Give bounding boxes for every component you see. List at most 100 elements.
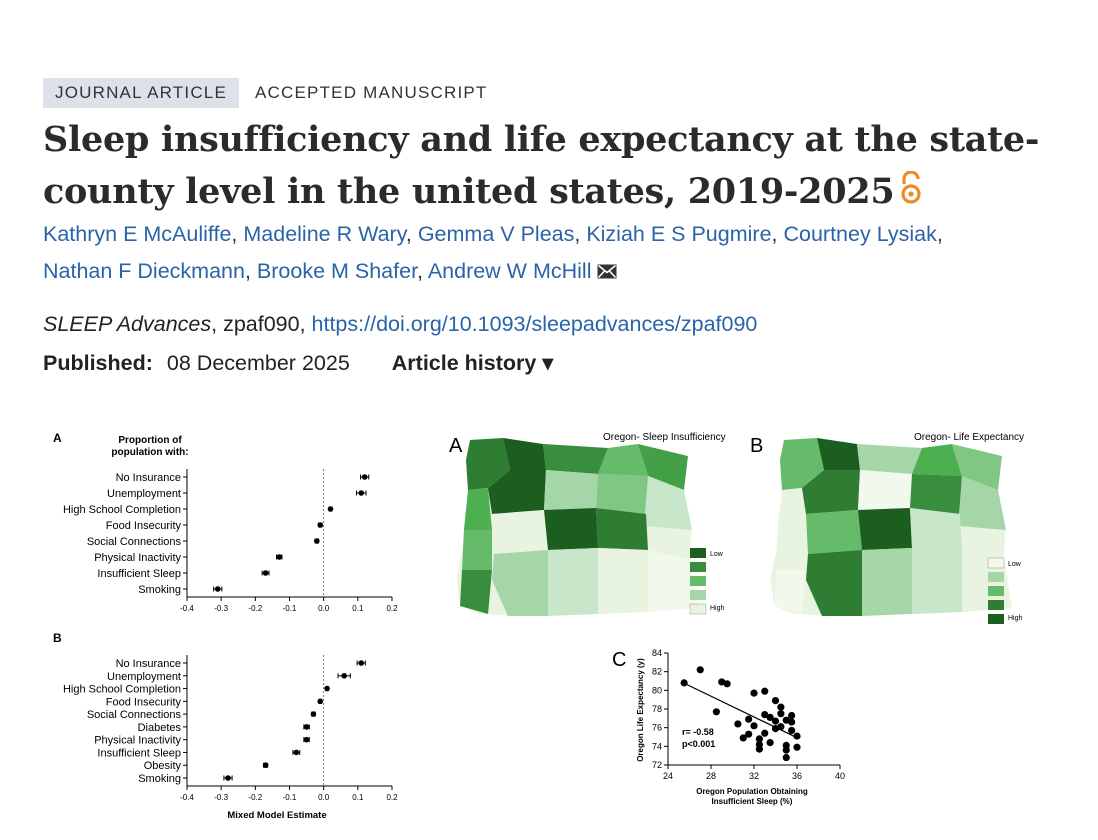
scatter-x-tick-label: 36 — [792, 771, 802, 781]
category-label: Social Connections — [87, 709, 182, 721]
map-a-title: Oregon- Sleep Insufficiency — [603, 432, 726, 443]
scatter-y-tick-label: 76 — [652, 723, 662, 733]
scatter-point — [766, 739, 774, 747]
article-id: , zpaf090, — [211, 312, 312, 336]
open-access-icon — [898, 168, 924, 220]
scatter-point — [788, 726, 796, 735]
estimate-point — [341, 672, 347, 679]
category-label: No Insurance — [116, 658, 181, 670]
scatter-x-tick-label: 32 — [749, 771, 759, 781]
map-b-legend-low: Low — [1008, 561, 1022, 568]
x-tick-label: -0.4 — [180, 793, 194, 802]
citation-line: SLEEP Advances, zpaf090, https://doi.org… — [43, 312, 757, 337]
x-tick-label: 0.2 — [386, 793, 398, 802]
published-date: 08 December 2025 — [166, 351, 350, 375]
scatter-point — [761, 687, 769, 695]
article-title: Sleep insufficiency and life expectancy … — [43, 114, 1043, 220]
scatter-point — [745, 715, 753, 723]
x-tick-label: -0.2 — [248, 604, 262, 613]
forest-plot-b: B -0.4 -0.3 -0.2 -0.1 0.0 0.1 0.2 No InsuranceU… — [53, 631, 398, 821]
category-label: No Insurance — [116, 472, 181, 484]
scatter-point — [739, 734, 747, 742]
estimate-point — [303, 736, 310, 743]
x-tick-label: 0.2 — [386, 604, 398, 613]
scatter-stat-r: r= -0.58 — [682, 727, 714, 737]
article-history-dropdown[interactable]: Article history ▾ — [391, 351, 554, 375]
scatter-x-tick-label: 24 — [663, 771, 673, 781]
estimate-point — [293, 749, 300, 756]
scatter-plot-c: C Oregon Life Expectancy (y) Oregon Popu… — [612, 648, 845, 806]
estimate-point — [358, 490, 365, 496]
doi-link[interactable]: https://doi.org/10.1093/sleepadvances/zp… — [311, 312, 758, 336]
scatter-y-tick-label: 78 — [652, 704, 662, 714]
x-tick-label: -0.3 — [214, 793, 228, 802]
map-a-legend: Low High — [689, 548, 725, 615]
category-label: Physical Inactivity — [94, 735, 181, 747]
published-label: Published: — [43, 351, 153, 375]
publication-info: Published: 08 December 2025 Article hist… — [43, 351, 553, 376]
x-tick-label: 0.0 — [318, 604, 330, 613]
scatter-y-tick-label: 80 — [652, 685, 662, 695]
panel-b-letter: B — [53, 631, 62, 645]
x-tick-label: 0.1 — [352, 604, 364, 613]
scatter-point — [696, 666, 704, 674]
panel-b-xlabel: Mixed Model Estimate — [227, 810, 326, 821]
author-link[interactable]: Gemma V Pleas — [417, 222, 575, 246]
category-label: Unemployment — [107, 488, 181, 500]
estimate-point — [310, 711, 317, 717]
estimate-point — [314, 538, 320, 544]
estimate-point — [358, 660, 365, 666]
scatter-x-tick-label: 28 — [706, 771, 716, 781]
scatter-point — [745, 730, 753, 738]
scatter-point — [793, 732, 801, 740]
envelope-icon[interactable] — [597, 254, 617, 291]
scatter-letter: C — [612, 649, 626, 671]
oregon-map-b-shape — [769, 437, 1013, 617]
scatter-point — [771, 717, 780, 725]
x-tick-label: 0.0 — [318, 793, 330, 802]
scatter-x-tick-label: 40 — [835, 771, 845, 781]
estimate-point — [317, 522, 324, 528]
author-link[interactable]: Kathryn E McAuliffe — [43, 222, 232, 246]
category-label: Smoking — [138, 773, 181, 785]
forest-plot-a: A Proportion of population with: -0.4 -0.… — [53, 431, 398, 613]
x-tick-label: -0.1 — [283, 793, 297, 802]
category-label: Smoking — [138, 584, 181, 596]
category-label: High School Completion — [63, 504, 181, 516]
estimate-point — [317, 698, 324, 705]
author-link[interactable]: Kiziah E S Pugmire — [586, 222, 772, 246]
category-label: Food Insecurity — [106, 696, 182, 708]
estimate-point — [327, 506, 334, 512]
oregon-map-sleep: A Oregon- Sleep Insufficiency — [449, 432, 726, 617]
article-type-badge: JOURNAL ARTICLE — [43, 78, 239, 108]
panel-a-letter: A — [53, 431, 62, 445]
scatter-point — [723, 680, 731, 688]
author-link[interactable]: Andrew W McHill — [427, 259, 592, 283]
scatter-point — [761, 729, 769, 737]
x-tick-label: 0.1 — [352, 793, 364, 802]
scatter-point — [755, 745, 763, 753]
estimate-point — [262, 570, 269, 576]
scatter-y-tick-label: 72 — [652, 760, 662, 770]
category-label: Unemployment — [107, 671, 181, 683]
scatter-point — [777, 703, 785, 711]
author-link[interactable]: Brooke M Shafer — [256, 259, 418, 283]
scatter-point — [761, 711, 769, 719]
estimate-point — [324, 685, 330, 692]
author-list: Kathryn E McAuliffe, Madeline R Wary, Ge… — [43, 216, 1003, 291]
author-link[interactable]: Madeline R Wary — [243, 222, 406, 246]
scatter-point — [734, 720, 742, 728]
panel-a-heading-1: Proportion of — [118, 435, 182, 446]
category-label: Diabetes — [138, 722, 182, 734]
map-b-legend: Low High — [987, 557, 1023, 624]
scatter-point — [788, 718, 796, 726]
category-label: Social Connections — [87, 536, 182, 548]
article-figure[interactable]: A Proportion of population with: -0.4 -0.… — [0, 420, 1098, 840]
author-link[interactable]: Nathan F Dieckmann — [43, 259, 245, 283]
category-label: Insufficient Sleep — [97, 747, 181, 759]
map-a-letter: A — [449, 435, 463, 457]
category-label: Physical Inactivity — [94, 552, 181, 564]
scatter-y-tick-label: 74 — [652, 741, 662, 751]
author-link[interactable]: Courtney Lysiak — [783, 222, 937, 246]
regression-line — [683, 682, 798, 739]
